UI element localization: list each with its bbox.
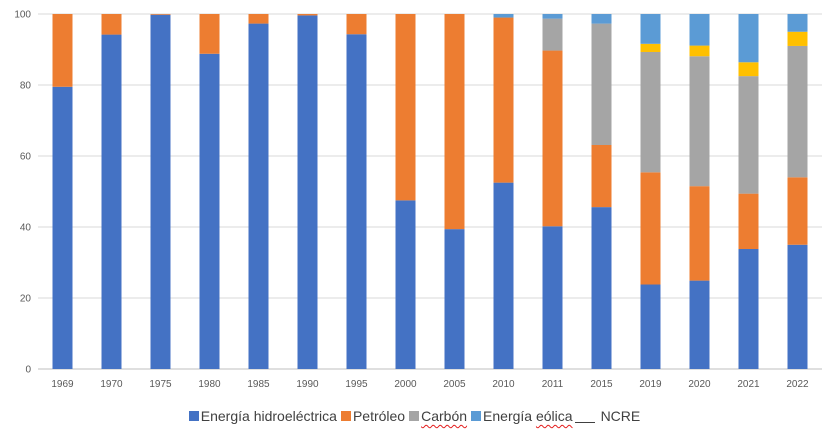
legend-item-carbon: Carbón — [409, 408, 467, 424]
y-tick-label: 40 — [20, 223, 32, 234]
bar-segment-2010-ncre — [493, 14, 514, 18]
bar-segment-2011-energía-hidroeléctrica — [542, 226, 563, 369]
y-axis-ticks: 0 20 40 60 80 100 — [14, 10, 31, 376]
bar-segment-2020-energía-hidroeléctrica — [689, 280, 710, 369]
bar-segment-2022-energía-hidroeléctrica — [787, 244, 808, 369]
x-tick-label: 1975 — [149, 379, 172, 390]
x-tick-label: 2022 — [786, 379, 809, 390]
bar-segment-1985-energía-hidroeléctrica — [248, 23, 269, 370]
bar-segment-1995-petróleo — [346, 14, 367, 35]
y-tick-label: 0 — [25, 365, 31, 376]
legend-swatch-hidro — [188, 411, 199, 421]
bar-segment-2005-petróleo — [444, 14, 465, 230]
legend-label-hidro: Energía hidroeléctrica — [200, 408, 337, 424]
bar-segment-2019-energía-hidroeléctrica — [640, 284, 661, 369]
legend-label-eolica-1: Energía — [483, 408, 533, 424]
bar-segment-2019-petróleo — [640, 172, 661, 285]
bar-segment-1969-petróleo — [52, 14, 73, 87]
legend-swatch-carbon — [409, 411, 420, 421]
bar-segment-2011-ncre — [542, 14, 563, 19]
bar-segment-2021-petróleo — [738, 193, 759, 250]
bar-segment-2021-energía-hidroeléctrica — [738, 249, 759, 369]
bar-segment-2020-ncre — [689, 14, 710, 46]
bar-segment-2015-carbón — [591, 23, 612, 145]
x-axis-ticks: 1969 1970 1975 1980 1985 1990 1995 2000 2005 2010… — [51, 379, 809, 390]
x-tick-label: 2020 — [688, 379, 711, 390]
bar-segment-1970-petróleo — [101, 14, 122, 35]
y-tick-label: 20 — [20, 294, 32, 305]
legend-label-carbon: Carbón — [421, 408, 468, 424]
bar-segment-2019-energía-eólica — [640, 43, 661, 52]
legend-underline — [574, 409, 595, 423]
bar-segment-2021-energía-eólica — [738, 62, 759, 77]
legend-item-hidro: Energía hidroeléctrica — [188, 408, 337, 424]
bar-segment-1970-energía-hidroeléctrica — [101, 34, 122, 370]
x-tick-label: 1970 — [100, 379, 123, 390]
x-tick-label: 2015 — [590, 379, 613, 390]
bar-segment-1980-petróleo — [199, 14, 220, 54]
bar-segment-2005-energía-hidroeléctrica — [444, 229, 465, 369]
legend-item-ncre: NCRE — [601, 408, 641, 424]
legend-label-petroleo: Petróleo — [352, 408, 406, 424]
bar-segment-1995-energía-hidroeléctrica — [346, 34, 367, 370]
bar-segment-1969-energía-hidroeléctrica — [52, 86, 73, 370]
bar-segment-2019-ncre — [640, 14, 661, 44]
legend-swatch-petroleo — [340, 411, 351, 421]
legend-swatch-eolica — [471, 411, 482, 421]
bar-segment-1990-energía-hidroeléctrica — [297, 15, 318, 369]
bar-segment-2015-ncre — [591, 14, 612, 24]
bar-segment-2000-energía-hidroeléctrica — [395, 200, 416, 369]
x-tick-label: 2019 — [639, 379, 662, 390]
bar-segment-2021-carbón — [738, 76, 759, 194]
x-tick-label: 1969 — [51, 379, 74, 390]
y-tick-label: 60 — [20, 152, 32, 163]
bar-segment-1980-energía-hidroeléctrica — [199, 53, 220, 369]
bar-segment-2011-carbón — [542, 18, 563, 51]
x-tick-label: 1995 — [345, 379, 368, 390]
legend-item-petroleo: Petróleo — [340, 408, 406, 424]
legend-item-eolica: Energía eólica — [471, 408, 597, 424]
bar-segment-2020-energía-eólica — [689, 45, 710, 57]
y-tick-label: 100 — [14, 10, 31, 21]
y-tick-label: 80 — [20, 81, 32, 92]
x-tick-label: 2021 — [737, 379, 760, 390]
x-tick-label: 2011 — [542, 379, 564, 390]
bar-segment-1975-petróleo — [150, 14, 171, 15]
x-tick-label: 2010 — [492, 379, 515, 390]
bar-segment-2019-carbón — [640, 51, 661, 173]
bar-segment-2015-energía-hidroeléctrica — [591, 207, 612, 369]
x-tick-label: 2005 — [443, 379, 466, 390]
bar-segment-2011-petróleo — [542, 50, 563, 227]
bar-segment-2022-petróleo — [787, 177, 808, 245]
bar-segment-2020-carbón — [689, 56, 710, 187]
bar-segment-2015-petróleo — [591, 144, 612, 208]
bar-segment-1975-energía-hidroeléctrica — [150, 14, 171, 370]
legend-label-ncre: NCRE — [600, 408, 641, 424]
legend: Energía hidroeléctrica Petróleo Carbón E… — [0, 404, 833, 428]
bar-segment-2020-petróleo — [689, 186, 710, 281]
bar-segment-1985-petróleo — [248, 14, 269, 24]
bar-segment-2022-ncre — [787, 14, 808, 32]
x-tick-label: 1990 — [296, 379, 319, 390]
stacked-bar-chart: 0 20 40 60 80 100 1969 1970 1975 1980 1985 1990 199… — [14, 10, 822, 390]
bar-segment-2010-petróleo — [493, 17, 514, 183]
x-tick-label: 2000 — [394, 379, 417, 390]
bar-segment-2022-energía-eólica — [787, 31, 808, 46]
bars — [52, 14, 808, 370]
bar-segment-2021-ncre — [738, 14, 759, 63]
bar-segment-1990-petróleo — [297, 14, 318, 16]
x-tick-label: 1980 — [198, 379, 221, 390]
legend-label-eolica-2: eólica — [535, 408, 573, 424]
bar-segment-2000-petróleo — [395, 14, 416, 201]
x-tick-label: 1985 — [247, 379, 270, 390]
bar-segment-2022-carbón — [787, 45, 808, 178]
bar-segment-2010-energía-hidroeléctrica — [493, 182, 514, 369]
